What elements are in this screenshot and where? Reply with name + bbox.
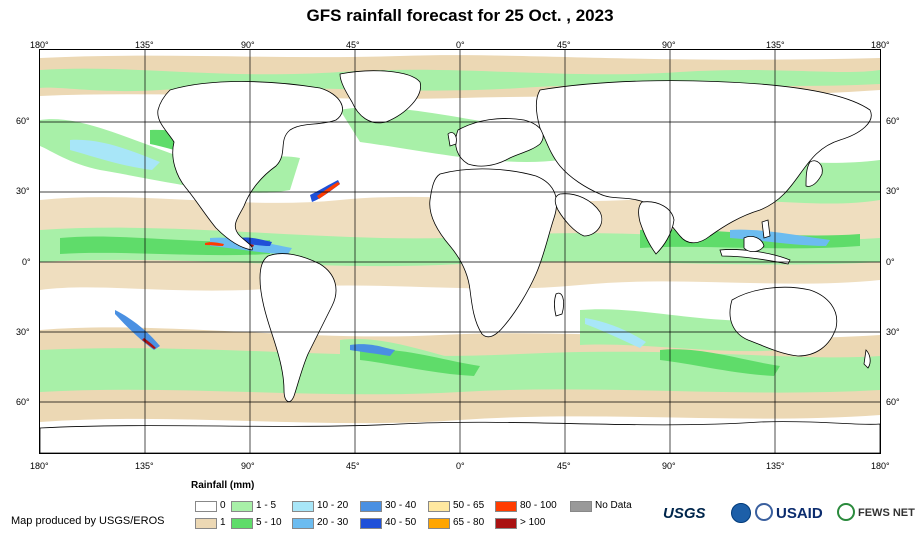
legend-swatch [195,518,217,529]
lat-label-left: 30° [16,327,30,337]
legend-label: 20 - 30 [317,517,349,528]
legend-swatch [231,501,253,512]
legend-swatch [495,501,517,512]
madagascar [554,292,564,317]
lon-label-top: 135° [766,40,785,50]
lon-label-bottom: 45° [346,461,360,471]
lon-label-bottom: 180° [30,461,49,471]
legend-label: 5 - 10 [256,517,282,528]
legend-swatch [292,501,314,512]
legend-label: 50 - 65 [453,500,485,511]
legend-swatch [231,518,253,529]
legend-title: Rainfall (mm) [191,480,255,491]
arabian-peninsula [554,193,603,237]
legend-swatch [428,501,450,512]
lon-label-top: 135° [135,40,154,50]
legend-label: 40 - 50 [385,517,417,528]
lat-label-left: 30° [16,186,30,196]
legend-label: 1 [220,517,226,528]
lat-label-left: 60° [16,116,30,126]
africa [429,168,557,338]
lon-label-bottom: 45° [557,461,571,471]
lon-label-top: 45° [346,40,360,50]
philippines [761,219,771,239]
lon-label-top: 180° [30,40,49,50]
legend-swatch [195,501,217,512]
graticule [40,50,880,453]
lat-label-right: 30° [886,186,900,196]
asia [535,80,872,244]
indonesia [719,249,791,265]
legend-swatch [292,518,314,529]
europe [455,118,544,167]
legend-swatch [570,501,592,512]
uk [447,132,457,147]
lon-label-top: 180° [871,40,890,50]
legend-label: 65 - 80 [453,517,485,528]
lon-label-top: 90° [662,40,676,50]
legend-label: 0 [220,500,226,511]
lat-label-right: 60° [886,397,900,407]
lon-label-bottom: 135° [135,461,154,471]
lon-label-bottom: 0° [456,461,465,471]
nasa-seal-icon [755,503,773,521]
lon-label-bottom: 90° [662,461,676,471]
lat-label-right: 30° [886,327,900,337]
legend-label: No Data [595,500,632,511]
new-zealand [863,349,871,369]
legend-label: > 100 [520,517,546,528]
lat-label-left: 60° [16,397,30,407]
fewsnet-logo: FEWS NET [858,507,915,519]
legend-label: 80 - 100 [520,500,557,511]
india [638,201,675,255]
lon-label-bottom: 180° [871,461,890,471]
map-title: GFS rainfall forecast for 25 Oct. , 2023 [306,6,614,25]
lon-label-bottom: 135° [766,461,785,471]
lat-label-left: 0° [22,257,31,267]
lon-label-top: 45° [557,40,571,50]
lat-label-right: 60° [886,116,900,126]
fewsnet-icon [837,503,855,521]
legend-swatch [360,518,382,529]
japan [805,160,823,187]
legend-swatch [495,518,517,529]
legend-label: 30 - 40 [385,500,417,511]
legend-label: 1 - 5 [256,500,277,511]
rainfall-map-canvas [40,50,880,453]
legend-swatch [360,501,382,512]
usgs-logo: USGS [663,505,706,522]
lon-label-top: 0° [456,40,465,50]
lon-label-bottom: 90° [241,461,255,471]
map-credit: Map produced by USGS/EROS [11,515,165,527]
legend-swatch [428,518,450,529]
lon-label-top: 90° [241,40,255,50]
south-america [259,253,337,403]
legend-label: 10 - 20 [317,500,349,511]
usaid-logo: USAID [776,505,823,522]
lat-label-right: 0° [886,257,895,267]
noaa-icon [731,503,751,523]
australia [729,286,838,357]
borneo [743,236,765,252]
rainfall-map [39,49,881,454]
